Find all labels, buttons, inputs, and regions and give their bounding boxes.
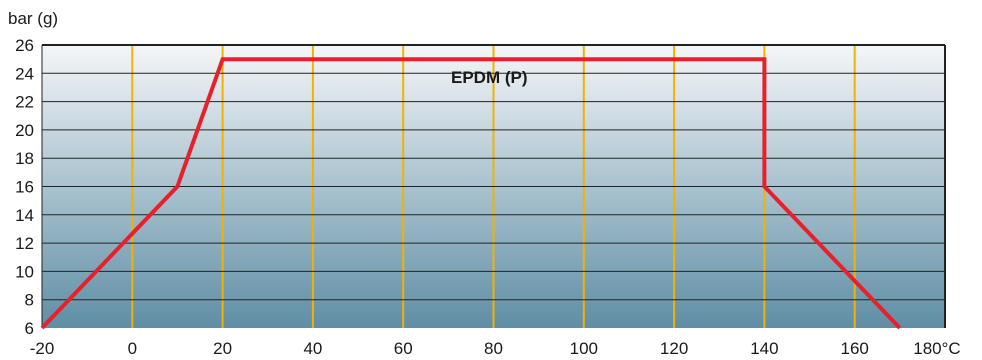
series-label-epdm: EPDM (P) xyxy=(451,68,528,87)
y-tick-label-1: 8 xyxy=(25,291,34,310)
y-tick-label-8: 22 xyxy=(15,93,34,112)
y-tick-label-10: 26 xyxy=(15,36,34,55)
y-tick-labels: 6 8 10 12 14 16 18 20 22 24 26 xyxy=(15,36,34,338)
y-tick-label-6: 18 xyxy=(15,149,34,168)
y-tick-label-3: 12 xyxy=(15,234,34,253)
x-tick-label-8: 140 xyxy=(750,339,778,358)
horizontal-gridlines xyxy=(41,44,946,328)
x-tick-label-5: 80 xyxy=(484,339,503,358)
series-line-0 xyxy=(40,57,902,330)
x-tick-label-7: 120 xyxy=(660,339,688,358)
x-tick-labels: -20 0 20 40 60 80 100 120 140 160 180°C xyxy=(30,339,961,358)
y-tick-label-0: 6 xyxy=(25,319,34,338)
y-tick-label-4: 14 xyxy=(15,206,34,225)
y-tick-label-7: 20 xyxy=(15,121,34,140)
x-tick-label-3: 40 xyxy=(303,339,322,358)
x-tick-label-4: 60 xyxy=(394,339,413,358)
y-tick-label-5: 16 xyxy=(15,178,34,197)
x-tick-label-6: 100 xyxy=(570,339,598,358)
y-axis-title: bar (g) xyxy=(8,9,58,28)
x-tick-label-10: 180°C xyxy=(913,339,960,358)
x-tick-label-1: 0 xyxy=(128,339,137,358)
y-tick-label-2: 10 xyxy=(15,262,34,281)
x-tick-label-0: -20 xyxy=(30,339,55,358)
x-tick-label-2: 20 xyxy=(213,339,232,358)
series-layer xyxy=(40,57,902,330)
y-tick-label-9: 24 xyxy=(15,64,34,83)
x-tick-label-9: 160 xyxy=(841,339,869,358)
